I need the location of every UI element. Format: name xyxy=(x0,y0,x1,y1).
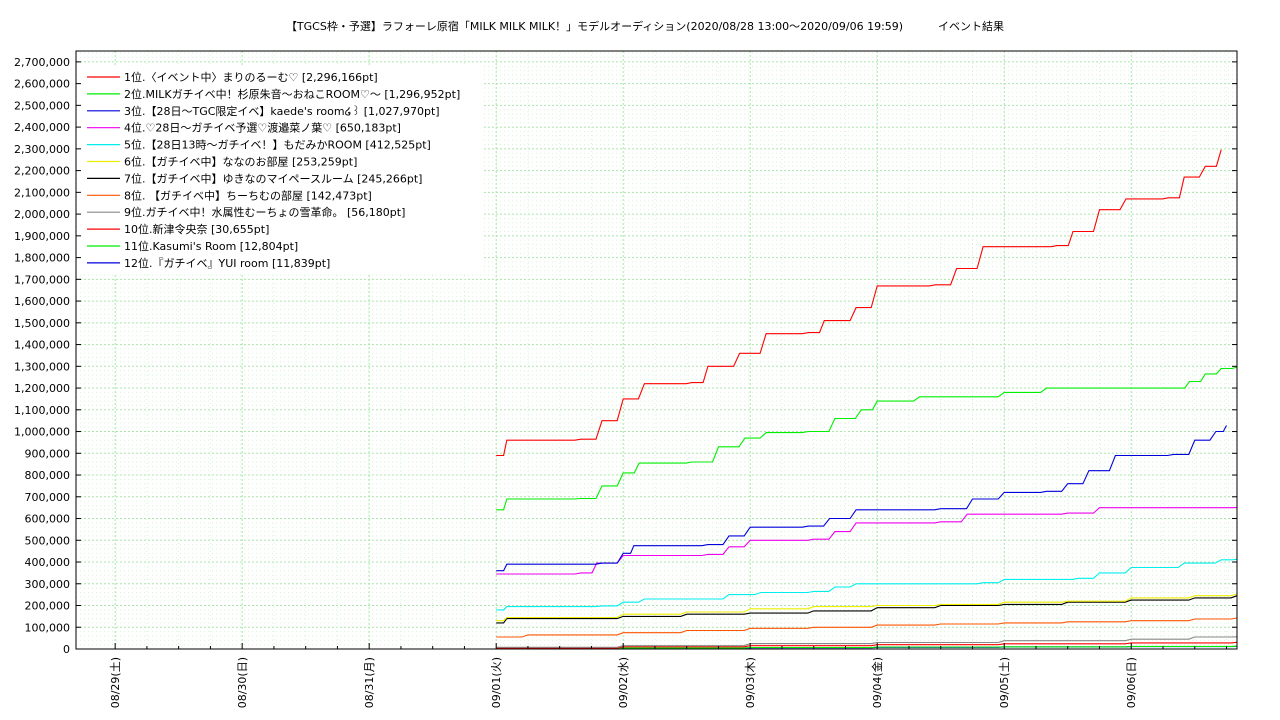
series-line-9 xyxy=(496,636,1238,648)
y-tick-label: 700,000 xyxy=(25,491,71,504)
series-line-1 xyxy=(496,149,1222,457)
y-tick-label: 1,400,000 xyxy=(14,339,70,352)
legend-entry: 7位.【ガチイベ中】ゆきなのマイペースルーム [245,266pt] xyxy=(124,171,422,185)
x-tick-label: 09/02(水) xyxy=(617,657,630,708)
legend-box xyxy=(77,66,482,274)
y-tick-label: 2,400,000 xyxy=(14,121,70,134)
legend: 1位.〈イベント中〉まりのるーむ♡ [2,296,166pt] 2位.MILKガチ… xyxy=(77,66,482,274)
y-tick-label: 1,200,000 xyxy=(14,382,70,395)
y-tick-label: 1,900,000 xyxy=(14,230,70,243)
series-lines xyxy=(496,149,1238,650)
legend-entry: 8位. 【ガチイベ中】ちーちむの部屋 [142,473pt] xyxy=(124,188,372,202)
legend-entry: 5位.【28日13時〜ガチイベ！】もだみかROOM [412,525pt] xyxy=(124,138,431,152)
y-tick-label: 400,000 xyxy=(25,556,71,569)
series-line-2 xyxy=(496,366,1238,511)
y-tick-label: 2,000,000 xyxy=(14,208,70,221)
legend-entry: 3位.【28日〜TGC限定イベ】kaede's room໒꒱ [1,027,97… xyxy=(124,104,440,118)
y-tick-label: 1,600,000 xyxy=(14,295,70,308)
y-axis-ticks: 0 100,000 200,000 300,000 400,000 500,000 600,… xyxy=(14,56,1237,656)
y-tick-label: 1,800,000 xyxy=(14,252,70,265)
x-tick-label: 09/04(金) xyxy=(870,657,884,708)
legend-entry: 2位.MILKガチイベ中！杉原朱音〜おねこROOM♡〜 [1,296,952pt… xyxy=(124,87,460,101)
legend-entry: 1位.〈イベント中〉まりのるーむ♡ [2,296,166pt] xyxy=(124,70,378,84)
y-tick-label: 1,700,000 xyxy=(14,273,70,286)
y-tick-label: 200,000 xyxy=(25,600,71,613)
series-line-6 xyxy=(496,593,1238,622)
y-tick-label: 900,000 xyxy=(25,447,71,460)
x-tick-label: 09/06(日) xyxy=(1125,657,1138,708)
y-tick-label: 600,000 xyxy=(25,513,71,526)
y-tick-label: 2,500,000 xyxy=(14,99,70,112)
y-tick-label: 100,000 xyxy=(25,621,71,634)
x-tick-label: 08/30(日) xyxy=(236,657,249,708)
x-tick-label: 09/03(木) xyxy=(744,657,757,708)
y-tick-label: 1,000,000 xyxy=(14,426,70,439)
series-line-5 xyxy=(496,558,1238,611)
y-tick-label: 0 xyxy=(63,643,70,656)
y-tick-label: 500,000 xyxy=(25,534,71,547)
x-tick-label: 09/05(土) xyxy=(998,657,1011,708)
legend-entry: 9位.ガチイベ中！水属性むーちょの雪革命。 [56,180pt] xyxy=(124,205,405,219)
legend-entry: 10位.新津令央奈 [30,655pt] xyxy=(124,222,269,236)
legend-entry: 12位.『ガチイベ』YUI room [11,839pt] xyxy=(124,256,330,270)
chart-title: 【TGCS枠・予選】ラフォーレ原宿「MILK MILK MILK！」モデルオーデ… xyxy=(285,20,1005,33)
y-tick-label: 2,100,000 xyxy=(14,186,70,199)
y-tick-label: 1,300,000 xyxy=(14,360,70,373)
legend-entry: 11位.Kasumi's Room [12,804pt] xyxy=(124,239,298,253)
y-tick-label: 2,600,000 xyxy=(14,78,70,91)
series-line-3 xyxy=(496,425,1227,572)
y-tick-label: 2,300,000 xyxy=(14,143,70,156)
legend-entry: 4位.♡28日〜ガチイベ予選♡渡邉菜ノ葉♡ [650,183pt] xyxy=(124,121,401,135)
y-tick-label: 2,700,000 xyxy=(14,56,70,69)
y-tick-label: 300,000 xyxy=(25,578,71,591)
x-axis-ticks: 08/29(土) 08/30(日) 08/31(月) 09/01(火) 09/02(水)… xyxy=(109,643,1228,708)
y-tick-label: 1,100,000 xyxy=(14,404,70,417)
series-line-4 xyxy=(496,507,1238,575)
plot-frame xyxy=(75,50,1238,650)
x-tick-label: 08/31(月) xyxy=(363,657,376,708)
y-tick-label: 2,200,000 xyxy=(14,165,70,178)
series-line-8 xyxy=(496,617,1238,638)
x-tick-label: 08/29(土) xyxy=(109,657,122,708)
y-tick-label: 800,000 xyxy=(25,469,71,482)
series-line-7 xyxy=(496,595,1238,624)
y-tick-label: 1,500,000 xyxy=(14,317,70,330)
x-tick-label: 09/01(火) xyxy=(490,657,503,708)
legend-entry: 6位.【ガチイベ中】ななのお部屋 [253,259pt] xyxy=(124,155,357,169)
